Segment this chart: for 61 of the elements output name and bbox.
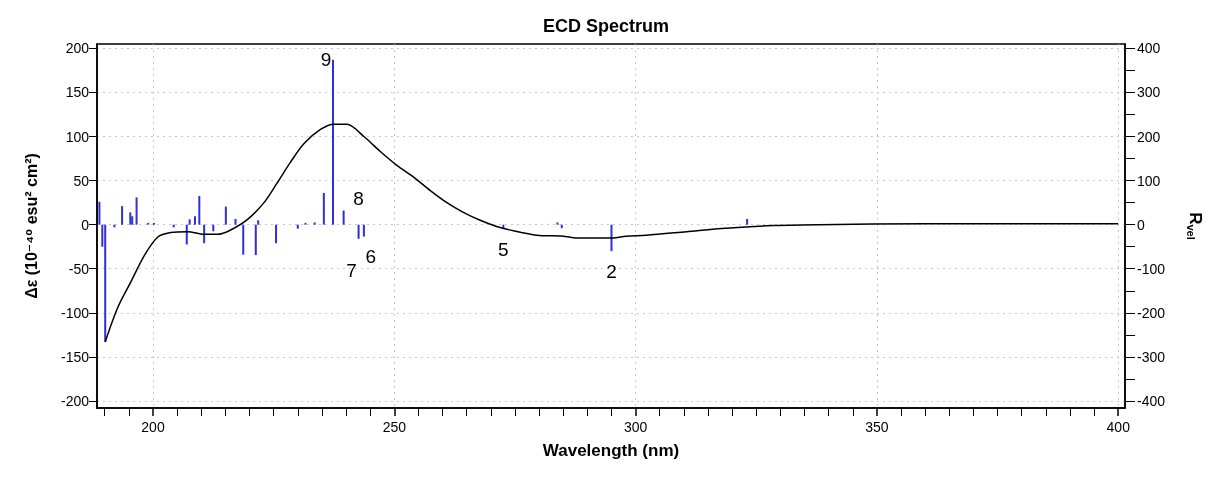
y2-tick-label: 0 — [1137, 216, 1145, 233]
bar — [556, 222, 559, 225]
x-tick-label: 350 — [865, 419, 889, 435]
y2-tick-label: -100 — [1137, 260, 1166, 277]
y2-tick-label: 300 — [1137, 84, 1161, 101]
annotation: 6 — [365, 246, 377, 268]
y2-tick-label: -400 — [1137, 392, 1166, 409]
bar — [131, 216, 134, 225]
bar — [185, 224, 188, 245]
line-series — [104, 123, 1119, 343]
bar — [135, 197, 138, 225]
y2-axis-title: Rvel — [1184, 212, 1205, 240]
y2-tick-label: 200 — [1137, 128, 1161, 145]
bar — [342, 210, 345, 225]
annotation: 7 — [346, 260, 357, 282]
bar — [332, 59, 335, 225]
y-tick-label: -100 — [60, 304, 90, 321]
y-tick-label: -200 — [60, 392, 90, 409]
bar — [104, 224, 107, 342]
bar — [362, 224, 365, 237]
bar — [198, 196, 201, 225]
bar — [203, 224, 206, 244]
bar — [234, 218, 237, 225]
bar — [98, 201, 101, 225]
bar — [257, 220, 260, 225]
bar — [188, 219, 191, 225]
y-tick-label: -150 — [60, 348, 90, 365]
y2-tick-label: 400 — [1137, 40, 1161, 57]
bar — [212, 224, 215, 232]
x-tick-label: 200 — [141, 419, 165, 435]
x-tick-label: 400 — [1106, 419, 1131, 435]
annotation: 9 — [320, 49, 332, 71]
y-axis-title: Δε (10⁻⁴⁰ esu² cm²) — [22, 153, 40, 299]
chart-title: ECD Spectrum — [542, 16, 670, 36]
x-axis-title: Wavelength (nm) — [542, 441, 680, 460]
x-tick-label: 300 — [623, 419, 648, 435]
y-tick-label: 0 — [81, 216, 90, 233]
annotation: 2 — [606, 260, 617, 282]
bar — [357, 224, 360, 239]
bar — [242, 224, 245, 255]
bar — [313, 222, 316, 225]
y2-tick-label: -300 — [1137, 348, 1166, 365]
bar — [193, 216, 196, 225]
bar — [121, 206, 124, 225]
y2-tick-label: -200 — [1137, 304, 1166, 321]
y-tick-label: 100 — [65, 128, 90, 145]
y2-tick-label: 100 — [1137, 172, 1161, 189]
bar — [129, 212, 132, 225]
annotation: 8 — [353, 188, 364, 210]
y-tick-label: 150 — [65, 84, 90, 101]
bar — [296, 224, 299, 229]
y-tick-label: -50 — [68, 260, 90, 277]
bar — [322, 192, 325, 225]
y-tick-label: 200 — [65, 40, 90, 57]
bar — [275, 224, 278, 244]
bar — [746, 218, 749, 225]
bar — [610, 224, 613, 252]
x-tick-label: 250 — [382, 419, 407, 435]
y-tick-label: 50 — [73, 172, 90, 189]
bar — [224, 206, 227, 225]
annotation: 5 — [498, 238, 509, 260]
